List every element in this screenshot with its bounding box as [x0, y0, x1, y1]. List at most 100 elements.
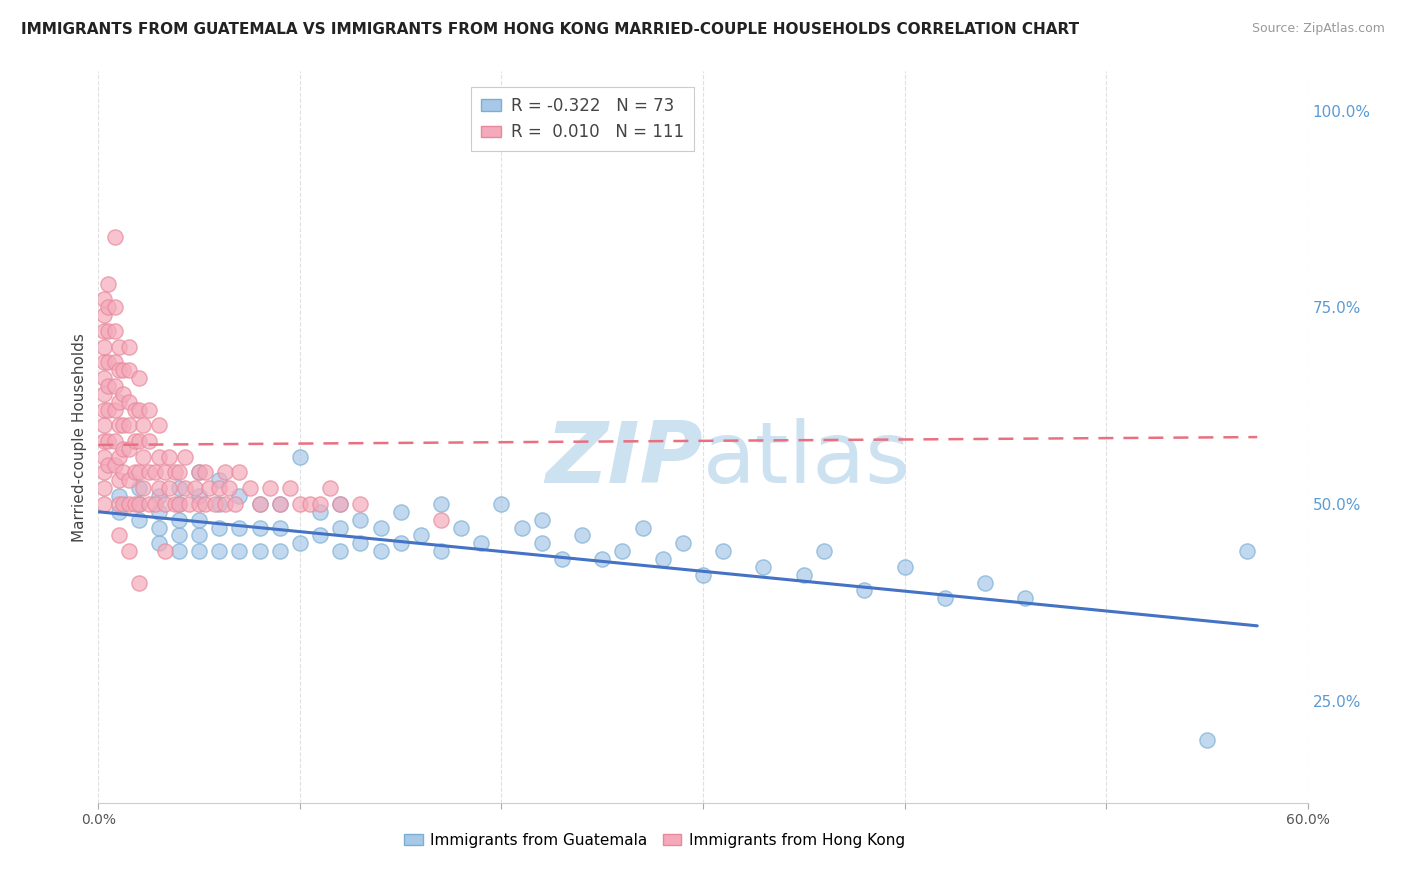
- Point: [132, 450, 155, 464]
- Point: [118, 340, 141, 354]
- Point: [269, 544, 291, 558]
- Point: [208, 473, 231, 487]
- Point: [153, 466, 176, 480]
- Point: [249, 544, 271, 558]
- Point: [288, 497, 311, 511]
- Point: [470, 536, 492, 550]
- Point: [118, 473, 141, 487]
- Point: [132, 418, 155, 433]
- Point: [1195, 732, 1218, 747]
- Point: [167, 513, 190, 527]
- Point: [692, 567, 714, 582]
- Point: [612, 544, 634, 558]
- Point: [329, 544, 352, 558]
- Point: [167, 466, 190, 480]
- Point: [793, 567, 815, 582]
- Point: [111, 387, 134, 401]
- Point: [107, 489, 129, 503]
- Point: [194, 466, 217, 480]
- Point: [530, 513, 553, 527]
- Point: [278, 481, 301, 495]
- Point: [269, 497, 291, 511]
- Point: [128, 497, 150, 511]
- Point: [1014, 591, 1036, 606]
- Point: [118, 442, 141, 456]
- Point: [124, 402, 146, 417]
- Point: [309, 497, 332, 511]
- Point: [893, 559, 915, 574]
- Point: [157, 450, 180, 464]
- Point: [204, 497, 226, 511]
- Point: [93, 308, 115, 322]
- Point: [93, 387, 115, 401]
- Point: [153, 497, 176, 511]
- Point: [188, 544, 211, 558]
- Point: [249, 497, 271, 511]
- Point: [111, 466, 134, 480]
- Point: [107, 473, 129, 487]
- Point: [349, 536, 371, 550]
- Point: [591, 552, 613, 566]
- Point: [153, 544, 176, 558]
- Point: [370, 544, 392, 558]
- Point: [124, 466, 146, 480]
- Point: [934, 591, 956, 606]
- Point: [93, 497, 115, 511]
- Point: [208, 481, 231, 495]
- Point: [128, 466, 150, 480]
- Point: [228, 489, 250, 503]
- Point: [208, 497, 231, 511]
- Point: [711, 544, 734, 558]
- Point: [128, 513, 150, 527]
- Point: [103, 229, 125, 244]
- Point: [299, 497, 322, 511]
- Point: [329, 520, 352, 534]
- Point: [813, 544, 835, 558]
- Text: Source: ZipAtlas.com: Source: ZipAtlas.com: [1251, 22, 1385, 36]
- Point: [148, 520, 170, 534]
- Point: [103, 402, 125, 417]
- Point: [167, 528, 190, 542]
- Point: [97, 301, 120, 315]
- Point: [107, 505, 129, 519]
- Point: [107, 528, 129, 542]
- Point: [103, 324, 125, 338]
- Point: [228, 544, 250, 558]
- Point: [208, 520, 231, 534]
- Point: [329, 497, 352, 511]
- Point: [143, 466, 166, 480]
- Point: [188, 497, 211, 511]
- Point: [132, 481, 155, 495]
- Point: [111, 363, 134, 377]
- Point: [111, 497, 134, 511]
- Point: [239, 481, 262, 495]
- Point: [389, 505, 412, 519]
- Point: [107, 418, 129, 433]
- Legend: Immigrants from Guatemala, Immigrants from Hong Kong: Immigrants from Guatemala, Immigrants fr…: [398, 827, 911, 854]
- Point: [672, 536, 695, 550]
- Point: [194, 497, 217, 511]
- Point: [118, 418, 141, 433]
- Point: [124, 497, 146, 511]
- Point: [188, 528, 211, 542]
- Point: [167, 497, 190, 511]
- Point: [389, 536, 412, 550]
- Point: [128, 497, 150, 511]
- Point: [128, 575, 150, 590]
- Y-axis label: Married-couple Households: Married-couple Households: [72, 333, 87, 541]
- Point: [370, 520, 392, 534]
- Point: [631, 520, 654, 534]
- Point: [124, 434, 146, 448]
- Point: [103, 379, 125, 393]
- Point: [259, 481, 281, 495]
- Text: ZIP: ZIP: [546, 417, 703, 500]
- Point: [148, 450, 170, 464]
- Point: [174, 481, 197, 495]
- Point: [103, 434, 125, 448]
- Point: [97, 277, 120, 291]
- Point: [329, 497, 352, 511]
- Point: [97, 402, 120, 417]
- Point: [93, 371, 115, 385]
- Point: [97, 434, 120, 448]
- Point: [93, 418, 115, 433]
